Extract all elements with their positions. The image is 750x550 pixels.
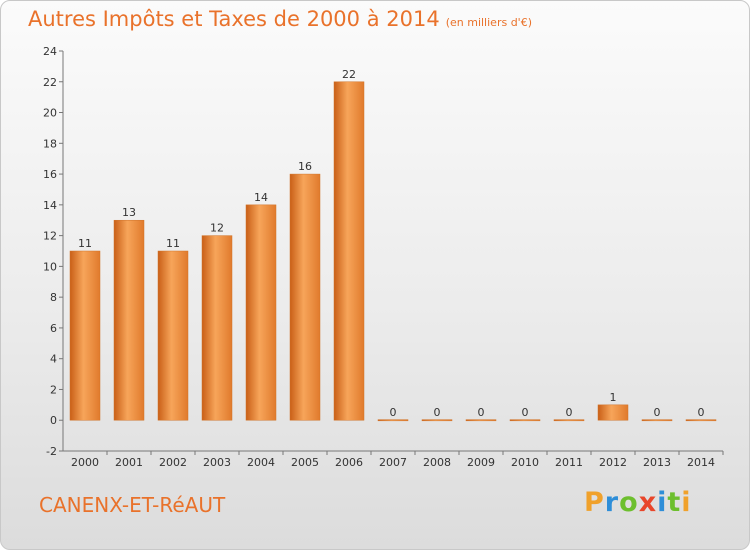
- x-tick-label: 2013: [643, 456, 671, 469]
- y-tick-label: 2: [50, 383, 57, 396]
- data-label: 11: [166, 237, 180, 250]
- data-label: 1: [610, 391, 617, 404]
- data-label: 0: [654, 406, 661, 419]
- bar: [641, 419, 673, 422]
- x-tick-label: 2001: [115, 456, 143, 469]
- y-tick-label: 16: [43, 168, 57, 181]
- bar: [333, 81, 365, 421]
- bar: [201, 235, 233, 421]
- data-label: 0: [390, 406, 397, 419]
- data-label: 0: [522, 406, 529, 419]
- x-tick-label: 2007: [379, 456, 407, 469]
- x-tick-label: 2012: [599, 456, 627, 469]
- bar: [377, 419, 409, 422]
- y-tick-label: 4: [50, 353, 57, 366]
- x-tick-label: 2006: [335, 456, 363, 469]
- bar: [421, 419, 453, 422]
- x-tick-label: 2005: [291, 456, 319, 469]
- data-label: 11: [78, 237, 92, 250]
- y-tick-label: 0: [50, 414, 57, 427]
- data-label: 12: [210, 222, 224, 235]
- bar: [685, 419, 717, 422]
- x-tick-label: 2004: [247, 456, 275, 469]
- bar: [113, 219, 145, 421]
- place-name: CANENX-ET-RéAUT: [39, 493, 226, 517]
- bar: [69, 250, 101, 421]
- x-tick-label: 2009: [467, 456, 495, 469]
- x-tick-label: 2010: [511, 456, 539, 469]
- y-tick-label: 6: [50, 322, 57, 335]
- bar: [553, 419, 585, 422]
- data-label: 14: [254, 191, 268, 204]
- bar: [157, 250, 189, 421]
- bar: [465, 419, 497, 422]
- bar: [509, 419, 541, 422]
- y-tick-label: 12: [43, 230, 57, 243]
- chart-title-text: Autres Impôts et Taxes de 2000 à 2014: [28, 7, 440, 31]
- data-label: 13: [122, 206, 136, 219]
- bar: [597, 404, 629, 421]
- chart-subtitle: (en milliers d'€): [445, 16, 532, 29]
- data-label: 22: [342, 68, 356, 81]
- x-tick-label: 2003: [203, 456, 231, 469]
- data-label: 0: [566, 406, 573, 419]
- x-tick-label: 2000: [71, 456, 99, 469]
- data-label: 16: [298, 160, 312, 173]
- bar: [245, 204, 277, 421]
- x-tick-label: 2008: [423, 456, 451, 469]
- y-tick-label: 24: [43, 45, 57, 58]
- y-tick-label: 22: [43, 76, 57, 89]
- data-label: 0: [698, 406, 705, 419]
- data-label: 0: [434, 406, 441, 419]
- bar: [289, 173, 321, 421]
- y-tick-label: -2: [46, 445, 57, 458]
- chart-title: Autres Impôts et Taxes de 2000 à 2014 (en…: [28, 7, 532, 31]
- data-label: 0: [478, 406, 485, 419]
- y-tick-label: 18: [43, 137, 57, 150]
- y-tick-label: 14: [43, 199, 57, 212]
- x-tick-label: 2002: [159, 456, 187, 469]
- y-tick-label: 20: [43, 107, 57, 120]
- proxiti-logo[interactable]: Proxiti: [584, 487, 692, 518]
- y-tick-label: 10: [43, 260, 57, 273]
- x-tick-label: 2014: [687, 456, 715, 469]
- y-tick-label: 8: [50, 291, 57, 304]
- x-tick-label: 2011: [555, 456, 583, 469]
